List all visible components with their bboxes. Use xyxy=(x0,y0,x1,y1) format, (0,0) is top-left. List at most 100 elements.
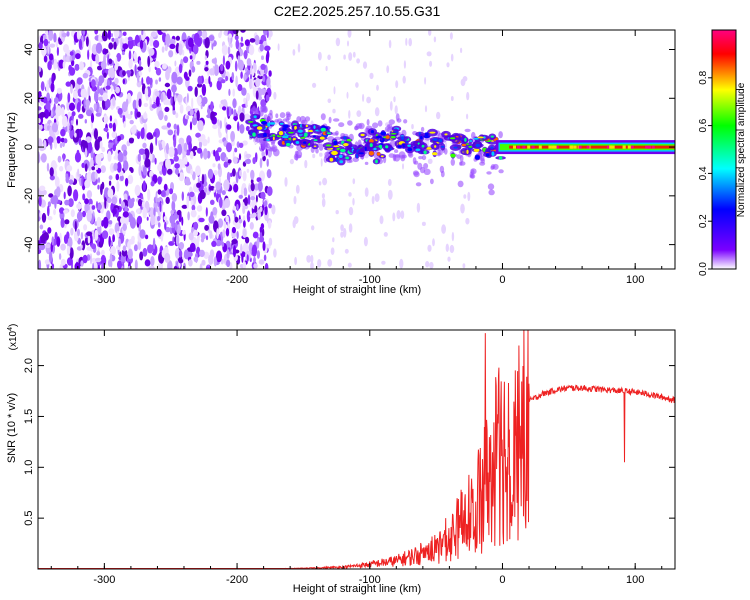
signal-blob xyxy=(286,142,291,147)
snr-frame xyxy=(37,329,676,570)
noise-blob xyxy=(236,231,239,239)
noise-blob xyxy=(239,170,242,177)
noise-blob xyxy=(165,33,171,46)
signal-blob xyxy=(248,121,254,123)
noise-blob xyxy=(101,249,105,256)
noise-blob xyxy=(79,128,82,139)
noise-blob xyxy=(110,245,116,256)
noise-blob xyxy=(166,122,171,128)
noise-blob xyxy=(159,200,162,212)
noise-blob xyxy=(239,124,245,134)
noise-blob xyxy=(185,180,192,186)
noise-blob xyxy=(236,203,239,210)
noise-blob xyxy=(157,262,162,269)
carrier-fleck xyxy=(630,145,634,149)
noise-blob xyxy=(210,211,214,222)
noise-blob xyxy=(63,209,69,214)
noise-blob xyxy=(246,254,249,262)
noise-blob xyxy=(43,34,47,40)
noise-blob xyxy=(187,85,193,92)
faint-blob xyxy=(460,78,466,87)
noise-blob xyxy=(144,259,151,267)
halo-blob xyxy=(457,180,464,188)
noise-blob xyxy=(221,241,225,248)
noise-blob xyxy=(152,237,156,250)
halo-blob xyxy=(279,112,286,119)
noise-blob xyxy=(108,220,113,225)
noise-blob xyxy=(219,30,223,37)
signal-blob xyxy=(434,145,437,148)
noise-blob xyxy=(105,98,111,109)
faint-blob xyxy=(363,236,368,247)
signal-blob xyxy=(431,152,438,156)
carrier-fleck xyxy=(606,145,610,149)
faint-blob xyxy=(333,86,336,95)
noise-blob xyxy=(154,157,157,165)
noise-blob xyxy=(154,60,160,68)
faint-blob xyxy=(381,260,386,265)
noise-blob xyxy=(108,228,115,236)
noise-blob xyxy=(123,160,129,171)
noise-blob xyxy=(126,70,132,75)
noise-blob xyxy=(251,244,258,257)
noise-blob xyxy=(83,97,87,109)
carrier-fleck xyxy=(573,145,577,149)
noise-blob xyxy=(196,147,203,154)
noise-blob xyxy=(212,65,215,76)
noise-blob xyxy=(247,194,251,205)
noise-blob xyxy=(207,136,210,144)
noise-blob xyxy=(60,217,65,228)
faint-blob xyxy=(362,61,368,69)
noise-blob xyxy=(47,227,52,234)
noise-blob xyxy=(176,124,180,136)
halo-blob xyxy=(413,160,419,165)
noise-blob xyxy=(136,80,142,88)
noise-blob xyxy=(43,38,49,47)
faint-blob xyxy=(348,206,354,216)
noise-blob xyxy=(123,149,128,157)
noise-blob xyxy=(197,75,203,85)
faint-blob xyxy=(322,177,328,186)
noise-blob xyxy=(63,138,68,144)
noise-blob xyxy=(138,148,145,155)
faint-blob xyxy=(449,32,453,40)
signal-blob xyxy=(407,147,413,152)
noise-blob xyxy=(252,212,257,218)
noise-blob xyxy=(122,43,129,50)
noise-blob xyxy=(113,155,117,160)
signal-blob xyxy=(464,137,467,142)
halo-blob xyxy=(498,131,503,139)
noise-blob xyxy=(255,77,261,88)
signal-blob xyxy=(444,133,448,136)
noise-blob xyxy=(178,43,183,56)
noise-blob xyxy=(201,30,208,39)
noise-blob xyxy=(128,138,134,144)
noise-blob xyxy=(220,258,224,265)
noise-blob xyxy=(245,125,250,132)
noise-blob xyxy=(67,92,71,103)
noise-blob xyxy=(254,34,260,46)
noise-blob xyxy=(213,187,216,193)
noise-blob xyxy=(189,242,196,252)
noise-blob xyxy=(238,142,244,148)
noise-blob xyxy=(134,64,137,76)
noise-blob xyxy=(106,131,109,140)
noise-blob xyxy=(59,142,63,149)
noise-blob xyxy=(238,194,243,199)
signal-blob xyxy=(415,148,421,152)
faint-blob xyxy=(399,258,404,269)
noise-blob xyxy=(264,45,271,52)
faint-blob xyxy=(348,110,351,119)
noise-blob xyxy=(245,236,250,244)
faint-blob xyxy=(424,77,427,85)
noise-blob xyxy=(232,168,236,177)
noise-blob xyxy=(212,206,218,216)
faint-blob xyxy=(332,237,335,243)
faint-blob xyxy=(460,203,465,214)
halo-blob xyxy=(470,168,477,175)
faint-blob xyxy=(428,30,432,36)
halo-blob xyxy=(486,171,492,175)
noise-blob xyxy=(194,112,197,119)
noise-blob xyxy=(136,208,141,214)
